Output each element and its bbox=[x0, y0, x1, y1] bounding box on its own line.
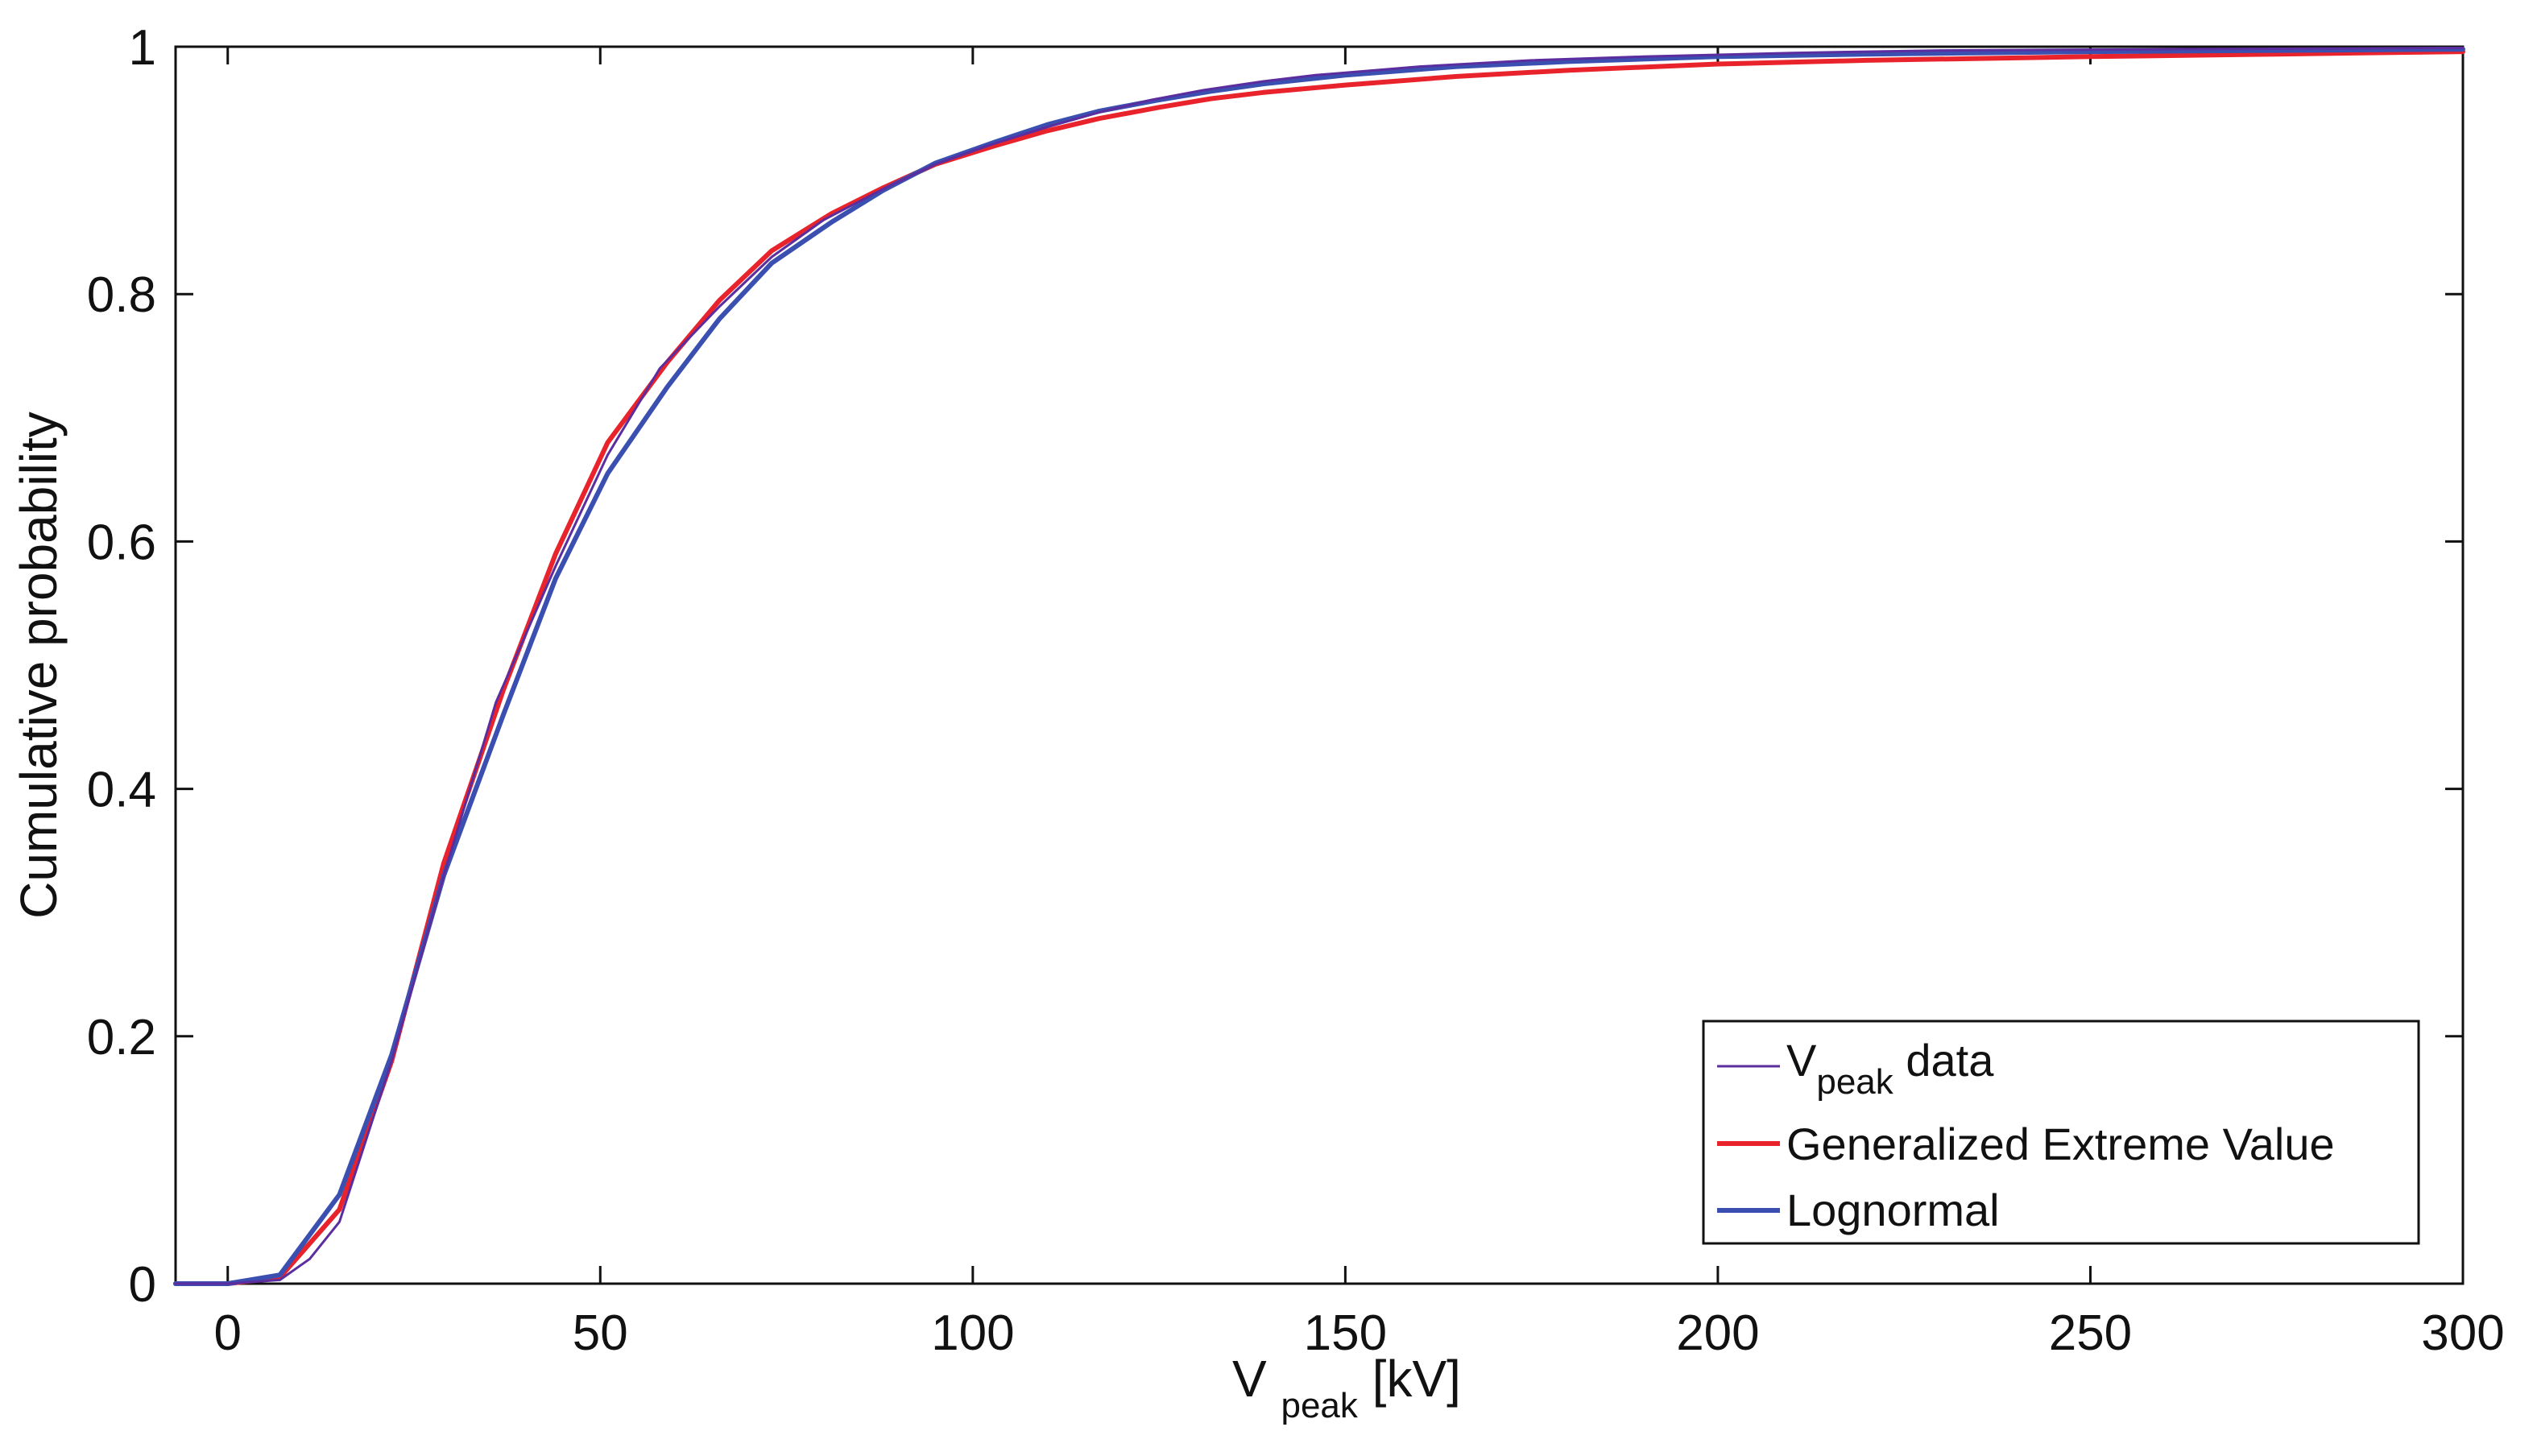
legend-label-lognormal: Lognormal bbox=[1786, 1185, 2000, 1235]
legend-label-data: Vpeak data bbox=[1786, 1035, 1994, 1102]
x-axis-title: V peak [kV] bbox=[1232, 1350, 1461, 1429]
series-line-vpeak-data bbox=[174, 47, 2465, 1285]
x-axis-title-unit: [kV] bbox=[1372, 1350, 1461, 1408]
y-axis: 0 0.2 0.4 0.6 0.8 1 bbox=[87, 20, 2463, 1313]
x-tick-label: 0 bbox=[214, 1305, 242, 1361]
x-axis-title-main: V bbox=[1232, 1350, 1267, 1408]
x-tick-label: 150 bbox=[1304, 1305, 1387, 1361]
legend-box bbox=[1702, 1020, 2420, 1245]
y-tick-label: 1 bbox=[129, 20, 156, 76]
x-tick-label: 300 bbox=[2421, 1305, 2504, 1361]
x-tick-label: 200 bbox=[1676, 1305, 1759, 1361]
x-tick-label: 100 bbox=[931, 1305, 1014, 1361]
y-tick-label: 0.8 bbox=[87, 267, 156, 323]
y-axis-title: Cumulative probability bbox=[10, 412, 68, 919]
series-layer bbox=[173, 47, 2465, 1286]
x-axis-title-sub: peak bbox=[1281, 1386, 1358, 1425]
y-tick-label: 0 bbox=[129, 1257, 156, 1313]
legend: Vpeak data Generalized Extreme Value Log… bbox=[1702, 1020, 2420, 1245]
y-tick-label: 0.2 bbox=[87, 1010, 156, 1065]
x-axis: 0 50 100 150 200 250 300 bbox=[214, 47, 2505, 1361]
y-tick-label: 0.4 bbox=[87, 763, 156, 818]
legend-label-gev: Generalized Extreme Value bbox=[1786, 1119, 2335, 1169]
y-tick-label: 0.6 bbox=[87, 515, 156, 570]
x-tick-label: 250 bbox=[2049, 1305, 2132, 1361]
x-tick-label: 50 bbox=[573, 1305, 628, 1361]
